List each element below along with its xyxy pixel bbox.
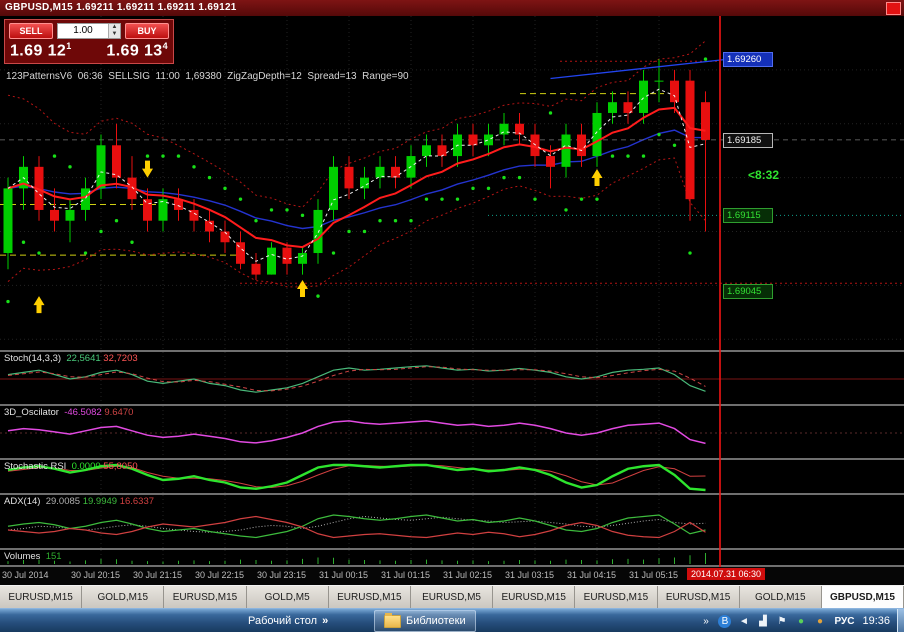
current-price-tag: 1.69185 <box>723 132 773 148</box>
indicator-label: 3D_Oscilator -46.5082 9.6470 <box>4 407 137 418</box>
volume-value[interactable]: 1.00 <box>73 25 93 36</box>
chart-tab-8-eurusd-m15[interactable]: EURUSD,M15 <box>657 586 740 608</box>
notification-area: » B ◄ ▟ ⚑ ● ● РУС 19:36 <box>699 609 890 632</box>
chart-tab-1-gold-m15[interactable]: GOLD,M15 <box>82 586 165 608</box>
chart-tab-bar: EURUSD,M15 GOLD,M15 EURUSD,M15 GOLD,M5 EURUS… <box>0 585 904 608</box>
chart-tab-6-eurusd-m15[interactable]: EURUSD,M15 <box>493 586 576 608</box>
candle-countdown: <8:32 <box>748 168 780 183</box>
time-label: 30 Jul 21:15 <box>133 570 183 580</box>
indicator-label: Stochastic RSI 0.0000 55,8050 <box>4 461 141 472</box>
chart-tab-10-gbpusd-m15[interactable]: GBPUSD,M15 <box>821 586 904 608</box>
time-axis[interactable]: 30 Jul 2014 30 Jul 20:15 30 Jul 21:15 30 Ju… <box>0 567 904 585</box>
sell-price: 1.69 121 <box>10 41 72 60</box>
antivirus-icon[interactable]: ● <box>797 615 804 627</box>
alert-badge-icon <box>886 2 901 15</box>
volumes-label: Volumes 151 <box>4 551 62 562</box>
window-title: GBPUSD,M15 1.69211 1.69211 1.69211 1.691… <box>5 2 237 13</box>
time-label: 30 Jul 23:15 <box>257 570 307 580</box>
sell-button[interactable]: SELL <box>9 23 53 39</box>
support2-price-tag: 1.69045 <box>723 283 773 299</box>
chart-tab-5-eurusd-m5[interactable]: EURUSD,M5 <box>410 586 494 608</box>
time-label: 31 Jul 02:15 <box>443 570 493 580</box>
chart-tab-3-gold-m5[interactable]: GOLD,M5 <box>246 586 329 608</box>
chart-tab-2-eurusd-m15[interactable]: EURUSD,M15 <box>164 586 247 608</box>
one-click-trading-panel: SELL 1.00 ▲ ▼ BUY 1.69 121 1.69 134 <box>4 19 174 65</box>
show-desktop-button[interactable] <box>897 609 904 632</box>
chart-tab-0-eurusd-m15[interactable]: EURUSD,M15 <box>0 586 83 608</box>
volume-up-stepper[interactable]: ▲ <box>109 24 120 31</box>
target-price-tag: 1.69260 <box>723 52 773 68</box>
time-label: 31 Jul 00:15 <box>319 570 369 580</box>
time-label: 31 Jul 04:15 <box>567 570 617 580</box>
buy-button[interactable]: BUY <box>125 23 169 39</box>
volume-down-stepper[interactable]: ▼ <box>109 31 120 38</box>
chart-tab-7-eurusd-m15[interactable]: EURUSD,M15 <box>575 586 658 608</box>
time-label: 30 Jul 20:15 <box>71 570 121 580</box>
taskbar: Рабочий стол » Библиотеки » B ◄ ▟ ⚑ ● ● РУС 19… <box>0 608 904 632</box>
action-center-flag-icon[interactable]: ⚑ <box>777 615 787 627</box>
toolbar-overflow-chevron-icon[interactable]: » <box>322 615 329 627</box>
indicator-info-line: 123PatternsV6 06:36 SELLSIG 11:00 1,6938… <box>6 71 409 82</box>
time-label: 31 Jul 05:15 <box>629 570 679 580</box>
indicator-label: Stoch(14,3,3) 22,5641 32,7203 <box>4 353 141 364</box>
window-titlebar: GBPUSD,M15 1.69211 1.69211 1.69211 1.691… <box>0 0 904 16</box>
buy-price: 1.69 134 <box>106 41 168 60</box>
desktop-toolbar[interactable]: Рабочий стол » <box>248 609 328 632</box>
chart-tab-9-gold-m15[interactable]: GOLD,M15 <box>739 586 822 608</box>
tray-icons: » B ◄ ▟ ⚑ ● ● <box>699 614 826 628</box>
time-label: 31 Jul 03:15 <box>505 570 555 580</box>
libraries-label: Библиотеки <box>406 615 466 627</box>
taskbar-clock[interactable]: 19:36 <box>862 615 890 627</box>
indicator-label: ADX(14) 29.0085 19.9949 16.6337 <box>4 496 157 507</box>
current-time-marker: 2014.07.31 06:30 <box>687 568 766 580</box>
time-label: 30 Jul 22:15 <box>195 570 245 580</box>
language-indicator[interactable]: РУС <box>834 615 855 627</box>
libraries-taskbar-button[interactable]: Библиотеки <box>374 610 476 632</box>
network-icon[interactable]: ▟ <box>759 615 767 627</box>
bluetooth-icon[interactable]: B <box>718 614 732 628</box>
volume-input[interactable]: 1.00 ▲ ▼ <box>57 23 121 39</box>
chart-tab-4-eurusd-m15[interactable]: EURUSD,M15 <box>328 586 411 608</box>
folder-icon <box>384 612 401 628</box>
hidden-icons-chevron[interactable]: » <box>703 615 709 627</box>
volume-icon[interactable]: ◄ <box>739 615 749 627</box>
support1-price-tag: 1.69115 <box>723 208 773 224</box>
price-chart[interactable] <box>0 0 904 567</box>
update-icon[interactable]: ● <box>816 615 823 627</box>
time-label: 31 Jul 01:15 <box>381 570 431 580</box>
time-label: 30 Jul 2014 <box>2 570 49 580</box>
desktop-toolbar-label: Рабочий стол <box>248 615 318 627</box>
